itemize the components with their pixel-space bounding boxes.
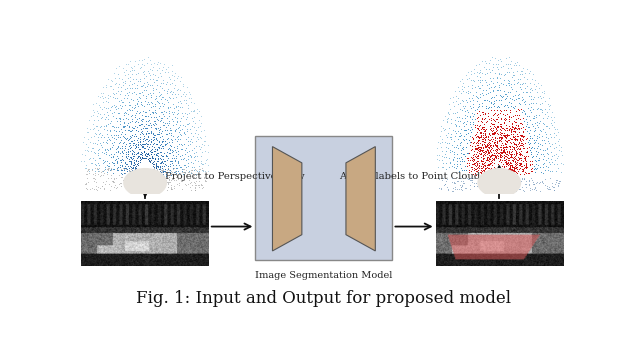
Polygon shape <box>346 146 375 251</box>
Text: Project to Perspective View: Project to Perspective View <box>165 172 305 181</box>
Polygon shape <box>272 146 302 251</box>
Text: Assign labels to Point Cloud: Assign labels to Point Cloud <box>339 172 480 181</box>
FancyBboxPatch shape <box>255 136 392 260</box>
Text: Image Segmentation Model: Image Segmentation Model <box>255 271 392 280</box>
Text: Fig. 1: Input and Output for proposed model: Fig. 1: Input and Output for proposed mo… <box>137 289 511 307</box>
